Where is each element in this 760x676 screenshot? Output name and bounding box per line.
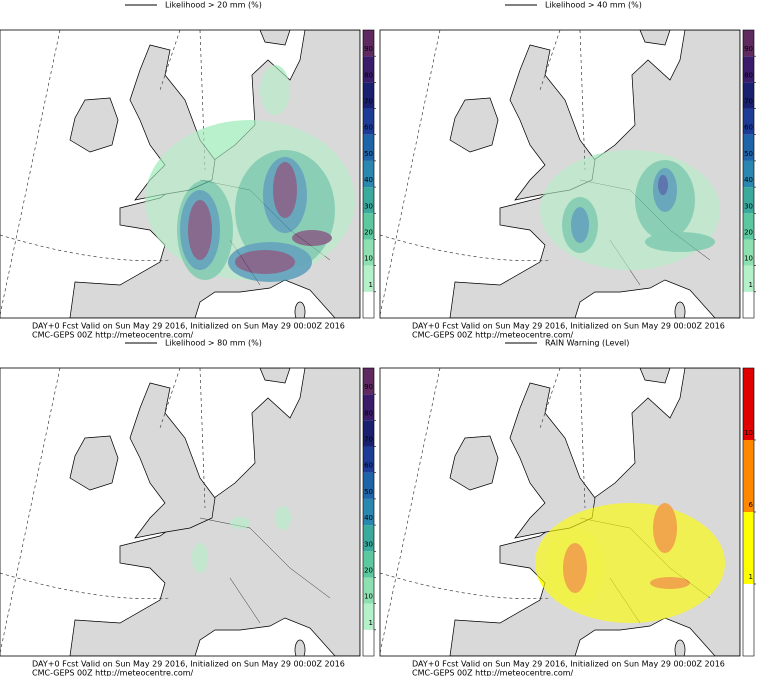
colorbar-cell: [743, 584, 754, 656]
colorbar-cell: [363, 82, 374, 109]
colorbar-cell: [363, 629, 374, 656]
colorbar-tick-label: 10: [364, 593, 373, 601]
colorbar-tick-label: 60: [364, 124, 373, 132]
colorbar-cell: [743, 512, 754, 584]
colorbar-cell: [743, 160, 754, 188]
colorbar-tick-label: 6: [749, 501, 754, 509]
map-panel: RAIN Warning (Level) 1 6 10 DAY+0 Fcst Valid…: [379, 339, 756, 676]
colorbar-cell: [363, 525, 374, 552]
colorbar-tick-label: 20: [364, 566, 373, 574]
colorbar-tick-label: 10: [744, 429, 753, 437]
colorbar-tick-label: 30: [364, 540, 373, 548]
colorbar-cell: [363, 213, 374, 240]
colorbar-tick-label: 50: [364, 488, 373, 496]
colorbar-tick-label: 30: [364, 202, 373, 210]
map-frame: [0, 367, 361, 657]
colorbar-tick-label: 40: [744, 176, 753, 184]
colorbar-tick-label: 1: [749, 573, 753, 581]
footer-line: CMC-GEPS 00Z http://meteocentre.com/: [412, 669, 574, 676]
colorbar-frame: [362, 367, 375, 657]
colorbar-cell: [743, 239, 754, 266]
colorbar-cell: [363, 368, 374, 395]
footer-line: CMC-GEPS 00Z http://meteocentre.com/: [32, 331, 194, 340]
colorbar-tick-label: 90: [744, 45, 753, 53]
map-content: [380, 30, 740, 318]
colorbar-tick-label: 20: [364, 228, 373, 236]
map-frame: [379, 29, 741, 319]
footer-line: DAY+0 Fcst Valid on Sun May 29 2016, Ini…: [412, 322, 725, 331]
colorbar-tick-label: 80: [364, 71, 373, 79]
colorbar-cell: [363, 394, 374, 421]
colorbar-cell: [743, 134, 754, 161]
colorbar-tick-label: 90: [364, 45, 373, 53]
colorbar-frame: [362, 29, 375, 319]
map-panel: Likelihood > 80 mm (%) 1 10 20 30 40 50 60 70 80 9…: [0, 339, 376, 676]
colorbar-cell: [363, 265, 374, 292]
colorbar-tick-label: 70: [744, 98, 753, 106]
map-frame: [379, 367, 741, 657]
colorbar-cell: [363, 108, 374, 135]
colorbar-cell: [363, 472, 374, 499]
colorbar-cell: [363, 603, 374, 630]
colorbar-tick-label: 60: [744, 124, 753, 132]
footer-line: DAY+0 Fcst Valid on Sun May 29 2016, Ini…: [32, 660, 345, 669]
colorbar-tick-label: 80: [744, 71, 753, 79]
colorbar-cell: [363, 420, 374, 447]
footer-line: CMC-GEPS 00Z http://meteocentre.com/: [412, 331, 574, 340]
colorbar-cell: [363, 160, 374, 188]
map-panel: Likelihood > 20 mm (%) 1 10 20 30 40 50 60 70 80 9…: [0, 1, 376, 340]
colorbar-tick-label: 40: [364, 176, 373, 184]
map-content: [0, 368, 360, 656]
colorbar-tick-label: 70: [364, 436, 373, 444]
colorbar-frame: [742, 29, 755, 319]
colorbar-cell: [743, 213, 754, 240]
colorbar-tick-label: 40: [364, 514, 373, 522]
colorbar-tick-label: 30: [744, 202, 753, 210]
colorbar-cell: [743, 82, 754, 109]
colorbar-cell: [363, 30, 374, 57]
colorbar-tick-label: 70: [364, 98, 373, 106]
map-frame: [0, 29, 361, 319]
map-panel: Likelihood > 40 mm (%) 1 10 20 30 40 50 60 70 80 9…: [379, 1, 756, 340]
colorbar-cell: [363, 56, 374, 83]
colorbar-tick-label: 1: [369, 281, 373, 289]
footer-line: DAY+0 Fcst Valid on Sun May 29 2016, Ini…: [32, 322, 345, 331]
colorbar-tick-label: 10: [744, 255, 753, 263]
colorbar-tick-label: 80: [364, 409, 373, 417]
colorbar-cell: [363, 551, 374, 578]
colorbar-tick-label: 10: [364, 255, 373, 263]
footer-line: DAY+0 Fcst Valid on Sun May 29 2016, Ini…: [412, 660, 725, 669]
panel-title: Likelihood > 80 mm (%): [165, 339, 262, 348]
colorbar-cell: [363, 446, 374, 473]
map-content: [0, 30, 360, 318]
colorbar-cell: [743, 30, 754, 57]
colorbar-cell: [363, 577, 374, 604]
colorbar-cell: [363, 134, 374, 161]
colorbar-cell: [363, 498, 374, 526]
colorbar-tick-label: 50: [364, 150, 373, 158]
colorbar-tick-label: 20: [744, 228, 753, 236]
panel-title: Likelihood > 20 mm (%): [165, 1, 262, 10]
colorbar-cell: [743, 440, 754, 512]
footer-line: CMC-GEPS 00Z http://meteocentre.com/: [32, 669, 194, 676]
colorbar-cell: [743, 265, 754, 292]
colorbar-tick-label: 50: [744, 150, 753, 158]
colorbar-tick-label: 1: [369, 619, 373, 627]
panel-title: RAIN Warning (Level): [545, 339, 629, 348]
colorbar-cell: [743, 187, 754, 214]
colorbar-cell: [743, 56, 754, 83]
colorbar-cell: [363, 187, 374, 214]
colorbar-cell: [743, 368, 754, 440]
colorbar-cell: [743, 108, 754, 135]
colorbar-tick-label: 90: [364, 383, 373, 391]
colorbar-cell: [363, 239, 374, 266]
panel-title: Likelihood > 40 mm (%): [545, 1, 642, 10]
colorbar-tick-label: 1: [749, 281, 753, 289]
colorbar-cell: [743, 291, 754, 318]
colorbar-tick-label: 60: [364, 462, 373, 470]
map-content: [380, 368, 740, 656]
colorbar-cell: [363, 291, 374, 318]
